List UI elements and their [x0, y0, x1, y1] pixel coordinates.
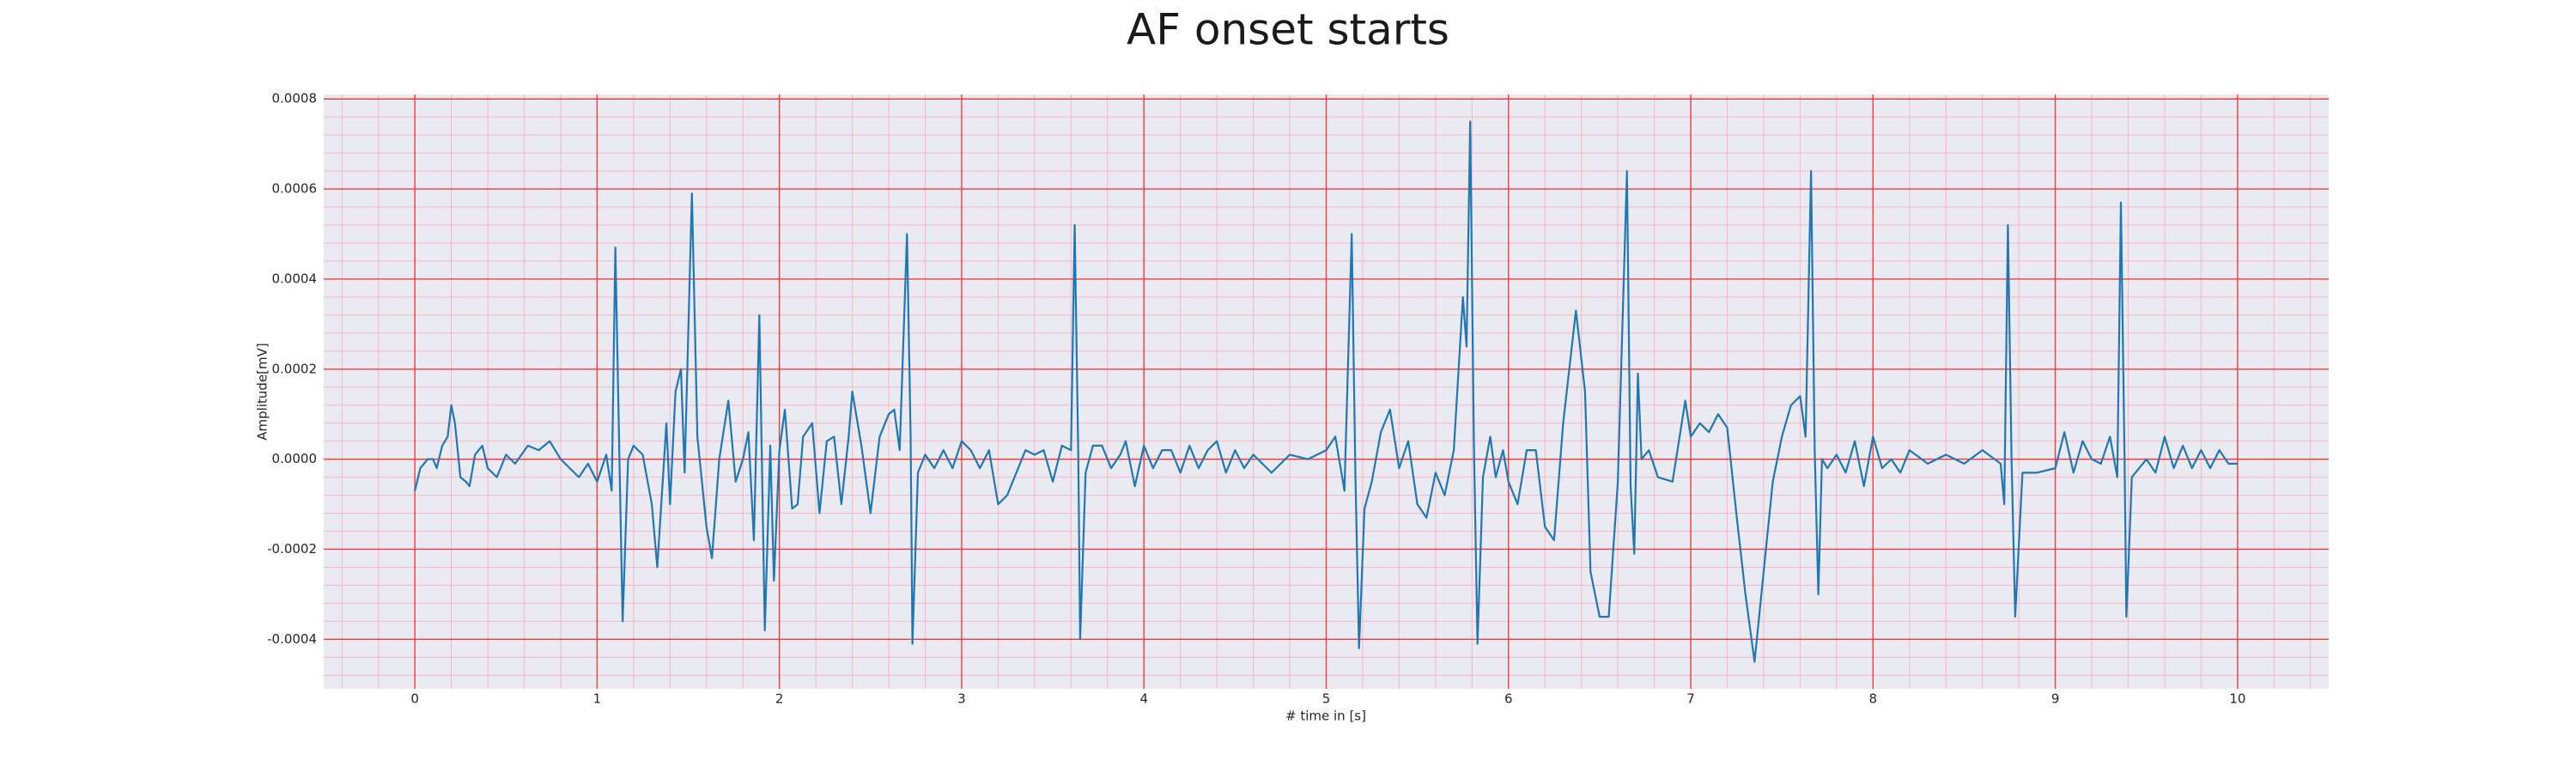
y-tick-label: 0.0006: [272, 181, 318, 197]
x-tick-label: 3: [957, 691, 966, 707]
y-tick-label: 0.0000: [272, 451, 318, 466]
x-tick-label: 0: [410, 691, 419, 707]
chart-title: AF onset starts: [1127, 5, 1449, 55]
x-tick-label: 7: [1686, 691, 1695, 707]
x-tick-label: 5: [1322, 691, 1331, 707]
x-tick-label: 1: [593, 691, 602, 707]
x-tick-label: 6: [1504, 691, 1513, 707]
y-tick-label: 0.0004: [272, 271, 318, 286]
x-tick-label: 9: [2051, 691, 2060, 707]
y-tick-label: -0.0004: [267, 631, 317, 647]
y-tick-label: 0.0002: [272, 361, 318, 376]
y-axis-label: Amplitude[mV]: [255, 343, 270, 440]
y-tick-label: 0.0008: [272, 91, 318, 107]
x-axis-label: # time in [s]: [1285, 709, 1366, 724]
y-tick-label: -0.0002: [267, 541, 317, 557]
x-tick-label: 10: [2229, 691, 2245, 707]
signal-line: [414, 120, 2238, 663]
x-tick-label: 4: [1139, 691, 1148, 707]
x-tick-label: 2: [775, 691, 784, 707]
x-tick-label: 8: [1869, 691, 1878, 707]
